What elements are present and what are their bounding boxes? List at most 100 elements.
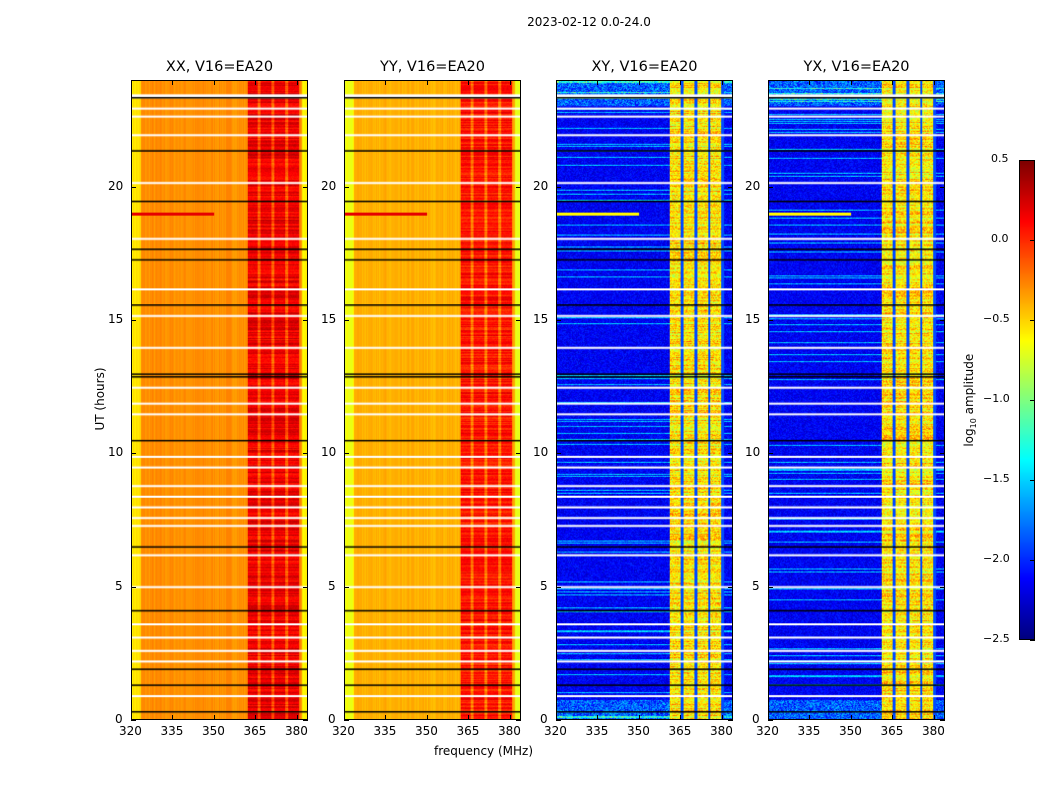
colorbar-tick-mark [1030,320,1035,321]
y-tick-mark [768,186,773,188]
y-tick-mark [556,186,561,188]
x-tick-label: 380 [921,724,945,738]
y-tick-label: 10 [321,445,337,460]
y-tick-mark [768,586,773,588]
y-tick-label: 0 [115,712,123,726]
x-tick-label: 350 [626,724,650,738]
y-tick-label: 10 [533,445,549,460]
x-tick-mark [892,715,894,720]
colorbar-tick-label: −1.5 [983,472,1010,485]
x-tick-mark [509,715,511,720]
figure-title: 2023-02-12 0.0-24.0 [527,15,651,29]
y-tick-mark [516,720,521,721]
x-tick-mark [680,80,682,85]
y-tick-label: 20 [321,178,337,193]
x-tick-mark [213,715,215,720]
y-tick-mark [556,720,561,721]
x-tick-mark [933,80,935,85]
y-tick-mark [768,453,773,455]
y-tick-mark [516,586,521,588]
heatmap-xx [131,80,308,720]
y-tick-mark [728,320,733,321]
colorbar-tick-mark [1030,480,1035,481]
x-tick-label: 365 [243,724,267,738]
y-tick-mark [556,453,561,455]
y-tick-label: 0 [752,712,760,726]
y-tick-mark [556,586,561,588]
y-tick-label: 5 [752,578,760,593]
x-tick-mark [768,80,769,85]
x-tick-mark [556,80,557,85]
colorbar-tick-mark [1030,560,1035,561]
x-tick-mark [638,715,640,720]
x-tick-mark [597,80,599,85]
x-tick-mark [809,80,811,85]
x-tick-mark [468,715,470,720]
y-tick-mark [516,453,521,455]
y-tick-mark [344,453,349,455]
x-tick-mark [468,80,470,85]
x-tick-mark [680,715,682,720]
x-tick-label: 365 [668,724,692,738]
y-tick-mark [728,586,733,588]
x-tick-mark [556,715,557,720]
x-tick-mark [892,80,894,85]
x-tick-mark [721,80,723,85]
y-tick-label: 15 [321,312,337,326]
x-tick-mark [638,80,640,85]
y-tick-label: 10 [745,445,761,460]
colorbar-tick-label: −2.0 [983,552,1010,565]
y-tick-mark [131,720,136,721]
x-tick-label: 335 [373,724,397,738]
y-tick-mark [131,186,136,188]
x-tick-mark [296,80,298,85]
colorbar-tick-label: 0.5 [991,152,1009,165]
y-tick-label: 15 [533,312,549,326]
y-tick-mark [131,453,136,455]
y-tick-mark [303,720,308,721]
x-tick-label: 320 [332,724,355,738]
x-tick-label: 365 [880,724,904,738]
x-tick-mark [933,715,935,720]
x-tick-mark [385,715,387,720]
y-tick-mark [728,453,733,455]
x-tick-mark [255,715,257,720]
y-tick-mark [516,320,521,321]
y-axis-label: UT (hours) [93,367,107,431]
x-tick-label: 320 [119,724,142,738]
x-tick-label: 350 [838,724,862,738]
y-tick-label: 10 [108,445,124,460]
panel-title-1: YY, V16=EA20 [380,59,485,75]
colorbar-tick-mark [1030,400,1035,401]
colorbar-label: log10 amplitude [961,353,979,447]
x-tick-label: 380 [497,724,521,738]
x-tick-mark [255,80,257,85]
x-tick-mark [721,715,723,720]
y-tick-mark [516,186,521,188]
heatmap-yy [344,80,521,720]
x-tick-mark [426,715,428,720]
y-tick-label: 20 [108,178,124,193]
colorbar-tick-label: −2.5 [983,632,1010,645]
heatmap-yx [768,80,945,720]
x-tick-mark [426,80,428,85]
x-axis-label: frequency (MHz) [433,744,534,758]
y-tick-mark [303,586,308,588]
y-tick-label: 0 [540,712,548,726]
y-tick-mark [940,720,945,721]
y-tick-mark [303,186,308,188]
y-tick-mark [728,720,733,721]
x-tick-label: 320 [756,724,779,738]
panel-title-2: XY, V16=EA20 [591,59,698,75]
y-tick-mark [131,320,136,321]
x-tick-label: 365 [456,724,480,738]
x-tick-mark [850,715,852,720]
x-tick-label: 335 [160,724,184,738]
x-tick-mark [809,715,811,720]
x-tick-mark [172,80,174,85]
colorbar-tick-label: −1.0 [983,392,1010,405]
panel-title-3: YX, V16=EA20 [803,59,910,75]
panel-title-0: XX, V16=EA20 [165,59,274,75]
heatmap-xy [556,80,733,720]
